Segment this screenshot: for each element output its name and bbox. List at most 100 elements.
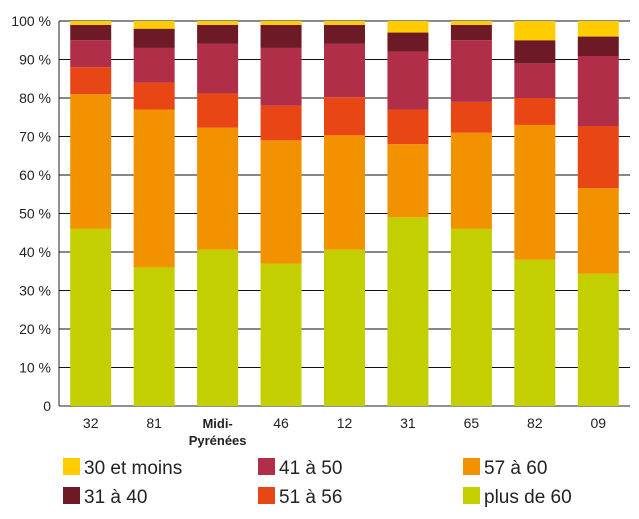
bar-segment bbox=[387, 32, 429, 52]
bar-segment bbox=[450, 228, 492, 406]
legend: 30 et moins 41 à 50 57 à 60 31 à 40 51 à 56 p… bbox=[63, 458, 572, 508]
y-tick-label: 30 % bbox=[19, 283, 51, 299]
legend-item: 30 et moins bbox=[63, 458, 182, 479]
y-tick-label: 50 % bbox=[19, 206, 51, 222]
bar-segment bbox=[450, 101, 492, 133]
y-tick-label: 40 % bbox=[19, 244, 51, 260]
bar-stack-0 bbox=[70, 21, 112, 406]
legend-label: plus de 60 bbox=[484, 487, 572, 508]
legend-item: 51 à 56 bbox=[258, 487, 342, 508]
legend-item: 57 à 60 bbox=[463, 458, 547, 479]
bar-segment bbox=[324, 135, 365, 250]
x-tick-label: 09 bbox=[590, 415, 606, 431]
bar-segment bbox=[197, 24, 239, 44]
bar-segment bbox=[260, 47, 302, 106]
y-tick-label: 60 % bbox=[19, 167, 51, 183]
x-tick-label: Midi- bbox=[202, 416, 232, 431]
y-tick-label: 90 % bbox=[19, 52, 51, 68]
legend-label: 41 à 50 bbox=[279, 458, 342, 479]
bar-segment bbox=[387, 144, 429, 218]
x-tick-label: 12 bbox=[337, 415, 353, 431]
bar-segment bbox=[133, 28, 175, 48]
bar-segment bbox=[577, 21, 619, 37]
x-tick-label: 31 bbox=[400, 415, 416, 431]
x-tick-label: Pyrénées bbox=[189, 433, 247, 448]
bar-stack-8 bbox=[577, 21, 619, 406]
bar-segment bbox=[514, 40, 556, 64]
bar-segment bbox=[197, 43, 239, 94]
x-tick-label: 32 bbox=[83, 415, 99, 431]
legend-swatch bbox=[63, 458, 80, 475]
bar-stack-3 bbox=[260, 21, 302, 406]
bar-segment bbox=[70, 40, 112, 68]
bar-segment bbox=[133, 109, 175, 268]
bar-segment bbox=[70, 94, 112, 229]
legend-label: 57 à 60 bbox=[484, 458, 547, 479]
bar-segment bbox=[133, 267, 175, 406]
bar-segment bbox=[577, 56, 619, 126]
bar-segment bbox=[514, 21, 556, 41]
bar-segment bbox=[450, 132, 492, 229]
bar-segment bbox=[260, 140, 302, 264]
bar-segment bbox=[70, 21, 112, 25]
bar-segment bbox=[260, 263, 302, 406]
bar-segment bbox=[577, 273, 619, 406]
legend-swatch bbox=[258, 487, 275, 504]
bar-segment bbox=[324, 97, 365, 136]
bar-segment bbox=[514, 98, 556, 125]
y-tick-label: 10 % bbox=[19, 360, 51, 376]
bar-segment bbox=[324, 24, 365, 44]
bar-stack-7 bbox=[514, 21, 556, 406]
bar-stacks bbox=[70, 21, 619, 406]
x-axis-labels: 32 81 Midi- Pyrénées 46 12 31 65 82 09 bbox=[83, 415, 606, 448]
legend-swatch bbox=[63, 487, 80, 504]
legend-item: 31 à 40 bbox=[63, 487, 147, 508]
bar-segment bbox=[577, 36, 619, 56]
y-tick-label: 20 % bbox=[19, 321, 51, 337]
bar-stack-1 bbox=[133, 21, 175, 406]
bar-segment bbox=[387, 51, 429, 110]
bar-segment bbox=[260, 105, 302, 141]
bar-segment bbox=[514, 63, 556, 98]
bar-segment bbox=[70, 67, 112, 95]
legend-swatch bbox=[463, 458, 480, 475]
x-tick-label: 65 bbox=[464, 415, 480, 431]
bar-segment bbox=[197, 93, 239, 128]
bar-segment bbox=[450, 40, 492, 102]
bar-segment bbox=[70, 228, 112, 406]
bar-segment bbox=[197, 21, 239, 25]
bar-segment bbox=[514, 124, 556, 260]
bar-segment bbox=[324, 21, 365, 25]
bar-segment bbox=[133, 82, 175, 110]
bar-segment bbox=[387, 21, 429, 33]
y-tick-label: 70 % bbox=[19, 129, 51, 145]
legend-label: 30 et moins bbox=[84, 458, 182, 479]
x-tick-label: 81 bbox=[146, 415, 162, 431]
bar-segment bbox=[133, 21, 175, 29]
y-tick-label: 80 % bbox=[19, 90, 51, 106]
bar-stack-2 bbox=[197, 21, 239, 406]
bar-stack-4 bbox=[324, 21, 365, 406]
legend-item: plus de 60 bbox=[463, 487, 572, 508]
bar-segment bbox=[70, 24, 112, 41]
bar-stack-6 bbox=[450, 21, 492, 406]
bar-segment bbox=[577, 126, 619, 189]
bar-stack-5 bbox=[387, 21, 429, 406]
legend-swatch bbox=[258, 458, 275, 475]
x-tick-label: 82 bbox=[527, 415, 543, 431]
y-axis-ticks: 0 10 % 20 % 30 % 40 % 50 % 60 % 70 % 80 % 90 % 100… bbox=[11, 13, 51, 414]
bar-segment bbox=[387, 109, 429, 145]
legend-label: 31 à 40 bbox=[84, 487, 147, 508]
bar-segment bbox=[197, 127, 239, 250]
legend-item: 41 à 50 bbox=[258, 458, 342, 479]
bar-segment bbox=[260, 24, 302, 48]
bar-segment bbox=[577, 188, 619, 274]
bar-segment bbox=[260, 21, 302, 25]
bar-segment bbox=[324, 249, 365, 406]
legend-label: 51 à 56 bbox=[279, 487, 342, 508]
bar-segment bbox=[450, 24, 492, 41]
bar-segment bbox=[387, 217, 429, 406]
bar-segment bbox=[514, 259, 556, 406]
y-tick-label: 100 % bbox=[11, 13, 51, 29]
